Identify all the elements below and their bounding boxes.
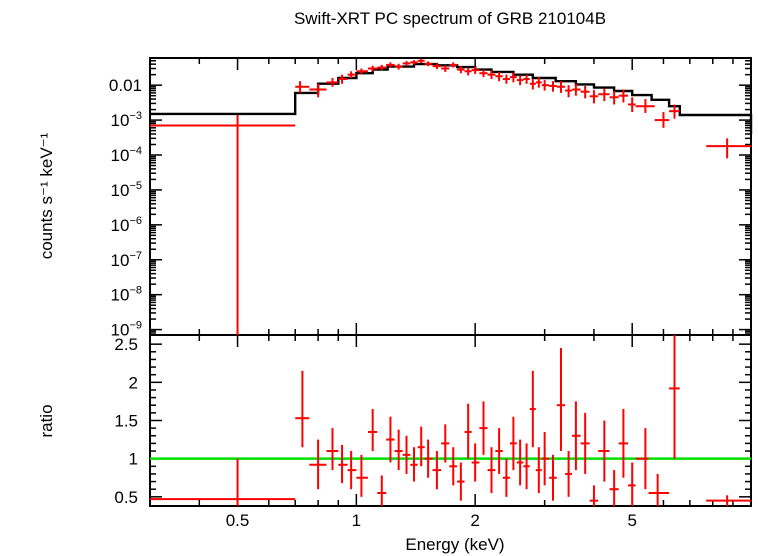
bottom-y-tick-label: 2 bbox=[129, 373, 138, 392]
top-y-tick-label: 10−6 bbox=[111, 215, 142, 235]
x-axis-label: Energy (keV) bbox=[405, 535, 504, 554]
top-y-tick-label: 10−4 bbox=[111, 145, 142, 165]
top-y-tick-label: 0.01 bbox=[109, 76, 142, 95]
top-y-tick-label: 10−8 bbox=[111, 285, 142, 305]
bottom-y-tick-label: 0.5 bbox=[114, 488, 138, 507]
top-y-axis-label: counts s⁻¹ keV⁻¹ bbox=[37, 132, 56, 259]
model-step-line bbox=[150, 62, 753, 134]
bottom-y-tick-label: 1.5 bbox=[114, 412, 138, 431]
x-tick-label: 1 bbox=[352, 511, 361, 530]
x-tick-label: 2 bbox=[470, 511, 479, 530]
bottom-y-tick-label: 2.5 bbox=[114, 335, 138, 354]
top-y-tick-label: 10−7 bbox=[111, 250, 142, 270]
bottom-y-tick-label: 1 bbox=[129, 450, 138, 469]
bottom-panel-frame bbox=[149, 334, 752, 507]
top-y-tick-label: 10−5 bbox=[111, 180, 142, 200]
x-tick-label: 0.5 bbox=[226, 511, 250, 530]
chart-title: Swift-XRT PC spectrum of GRB 210104B bbox=[294, 9, 606, 28]
x-tick-label: 5 bbox=[627, 511, 636, 530]
top-y-tick-label: 10−9 bbox=[111, 320, 142, 340]
bottom-panel-plot: 0.5 1 2 5 0.5 1 1.5 2 2.5 bbox=[114, 335, 751, 530]
top-panel-plot: 0.01 10−3 10−4 10−5 10−6 10−7 10−8 10−9 bbox=[109, 57, 753, 340]
top-y-tick-label: 10−3 bbox=[111, 110, 142, 130]
bottom-y-axis-label: ratio bbox=[37, 404, 56, 437]
